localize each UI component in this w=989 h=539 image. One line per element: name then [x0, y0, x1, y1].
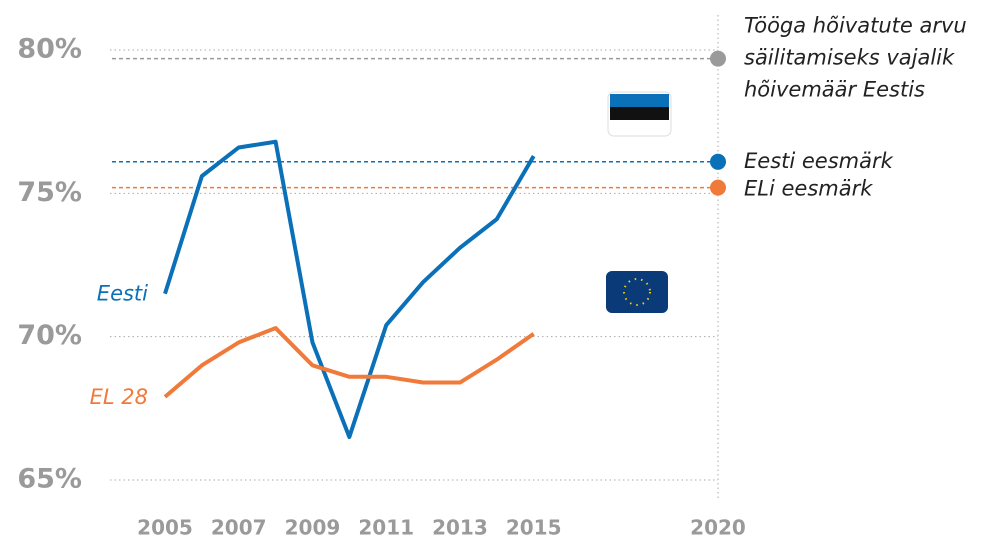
series-line	[163, 326, 535, 399]
x-tick-label: 2020	[690, 516, 746, 539]
y-tick-label: 65%	[17, 464, 82, 495]
eu-flag	[606, 271, 668, 313]
series-line	[163, 139, 536, 439]
x-tick-label: 2007	[211, 516, 267, 539]
y-tick-label: 70%	[17, 320, 82, 351]
reference-label: Tööga hõivatute arvu	[744, 14, 967, 38]
estonia-flag	[607, 91, 672, 137]
reference-label: säilitamiseks vajalik	[744, 46, 955, 70]
reference-label: ELi eesmärk	[744, 177, 873, 201]
reference-dot	[710, 179, 726, 196]
x-tick-label: 2015	[506, 516, 562, 539]
y-tick-label: 80%	[17, 34, 82, 65]
reference-dot	[710, 50, 726, 67]
y-tick-label: 75%	[17, 177, 82, 208]
series-label: EL 28	[90, 385, 148, 409]
reference-label: Eesti eesmärk	[744, 149, 894, 173]
x-tick-label: 2009	[285, 516, 341, 539]
reference-label: hõivemäär Eestis	[744, 78, 925, 102]
x-tick-label: 2005	[137, 516, 193, 539]
x-tick-label: 2013	[432, 516, 488, 539]
x-tick-label: 2011	[358, 516, 414, 539]
series-label: Eesti	[97, 282, 148, 306]
reference-dot	[710, 153, 726, 170]
